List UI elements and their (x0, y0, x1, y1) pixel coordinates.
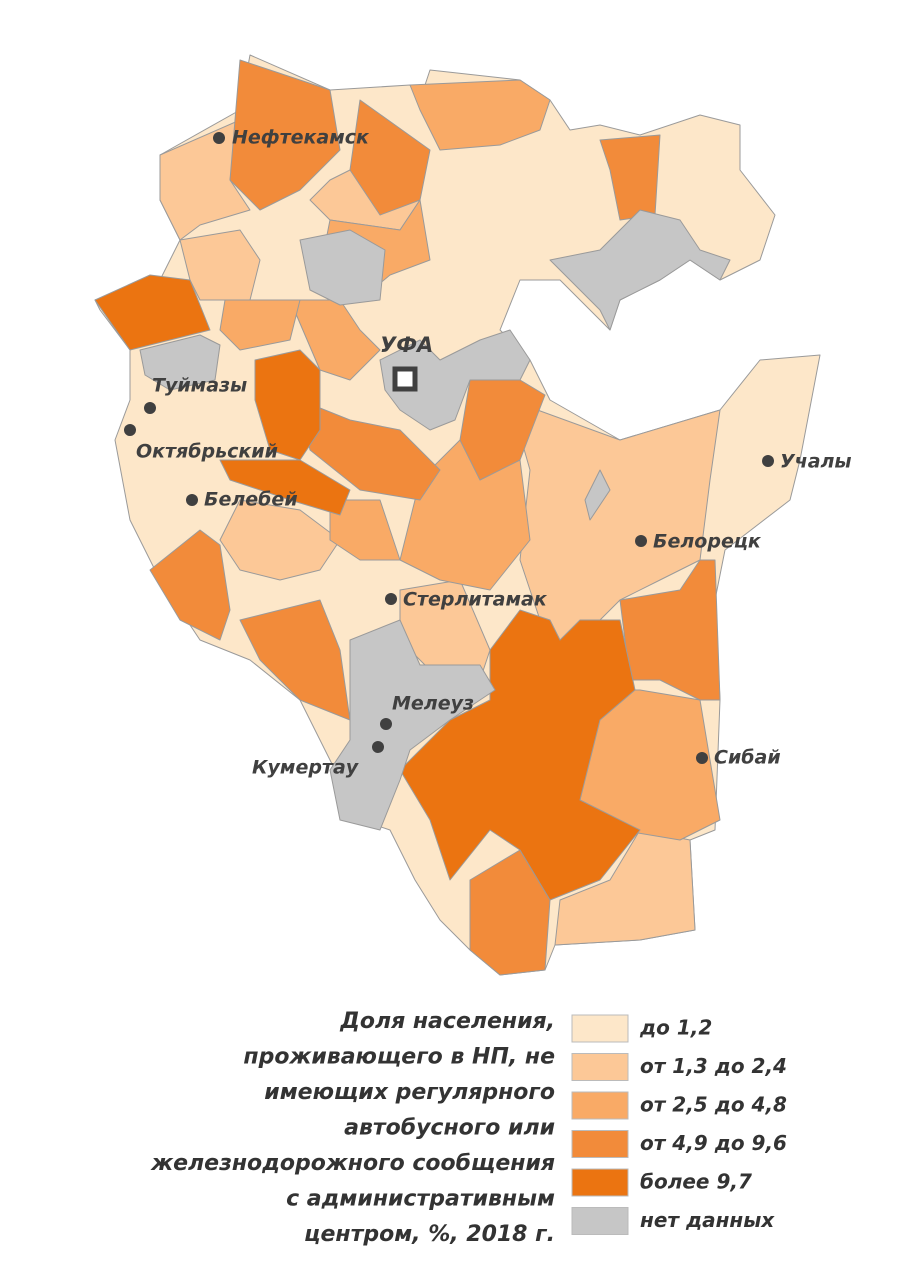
capital-marker (392, 366, 418, 392)
district (299, 229, 386, 306)
legend-swatch (571, 1053, 629, 1081)
district (329, 499, 401, 561)
regions (94, 54, 821, 976)
city-dot (635, 535, 647, 547)
city-label: Белебей (204, 489, 298, 511)
district (254, 349, 321, 461)
title-line: проживающего в НП, не (243, 1045, 555, 1070)
legend-swatch (571, 1091, 629, 1120)
district (399, 609, 641, 901)
legend-title: Доля населения, проживающего в НП, не имею… (150, 1009, 555, 1247)
city-dot (372, 741, 384, 753)
title-line: с административным (286, 1187, 555, 1212)
city-dot (213, 132, 225, 144)
district (94, 274, 211, 351)
city-dot (696, 752, 708, 764)
legend-swatch (571, 1014, 629, 1043)
city-dot (762, 455, 774, 467)
legend-label: от 4,9 до 9,6 (640, 1131, 787, 1155)
district (329, 619, 496, 831)
city-label: Мелеуз (392, 693, 474, 715)
district (219, 499, 341, 581)
district (584, 469, 611, 521)
district (229, 59, 341, 211)
city-dot (124, 424, 136, 436)
title-line: железнодорожного сообщения (150, 1151, 555, 1176)
district (149, 529, 231, 641)
capital-label: УФА (380, 333, 433, 357)
legend: до 1,2 от 1,3 до 2,4 от 2,5 до 4,8 от 4,9 д… (571, 1014, 787, 1235)
district (554, 829, 696, 946)
district (139, 334, 221, 391)
legend-label: до 1,2 (639, 1016, 712, 1040)
city-label: Нефтекамск (232, 127, 370, 149)
city-label: Октябрьский (136, 441, 278, 463)
city-dot (385, 593, 397, 605)
district (219, 299, 301, 351)
title-line: центром, %, 2018 г. (304, 1222, 555, 1247)
legend-swatch (571, 1130, 629, 1158)
legend-label: нет данных (640, 1208, 775, 1232)
legend-label: от 1,3 до 2,4 (640, 1054, 787, 1078)
city-label: Учалы (780, 451, 852, 473)
district (619, 559, 721, 701)
legend-label: более 9,7 (640, 1170, 752, 1194)
district (549, 209, 731, 331)
city-label: Сибай (714, 747, 781, 769)
legend-swatch (571, 1207, 629, 1235)
title-line: Доля населения, (339, 1009, 555, 1034)
title-line: имеющих регулярного (264, 1080, 555, 1105)
district (409, 79, 551, 151)
legend-label: от 2,5 до 4,8 (640, 1093, 787, 1117)
city-label: Белорецк (653, 531, 762, 553)
district (349, 99, 431, 216)
city-dot (186, 494, 198, 506)
district (219, 459, 351, 516)
title-line: автобусного или (344, 1116, 555, 1141)
district (299, 399, 441, 501)
district (379, 329, 531, 431)
cities: Нефтекамск Туймазы Октябрьский Белебей С… (124, 127, 852, 779)
city-label: Кумертау (252, 757, 360, 779)
city-dot (144, 402, 156, 414)
city-dot (380, 718, 392, 730)
city-label: Туймазы (152, 375, 247, 397)
legend-swatch (571, 1168, 629, 1197)
city-label: Стерлитамак (403, 589, 548, 611)
